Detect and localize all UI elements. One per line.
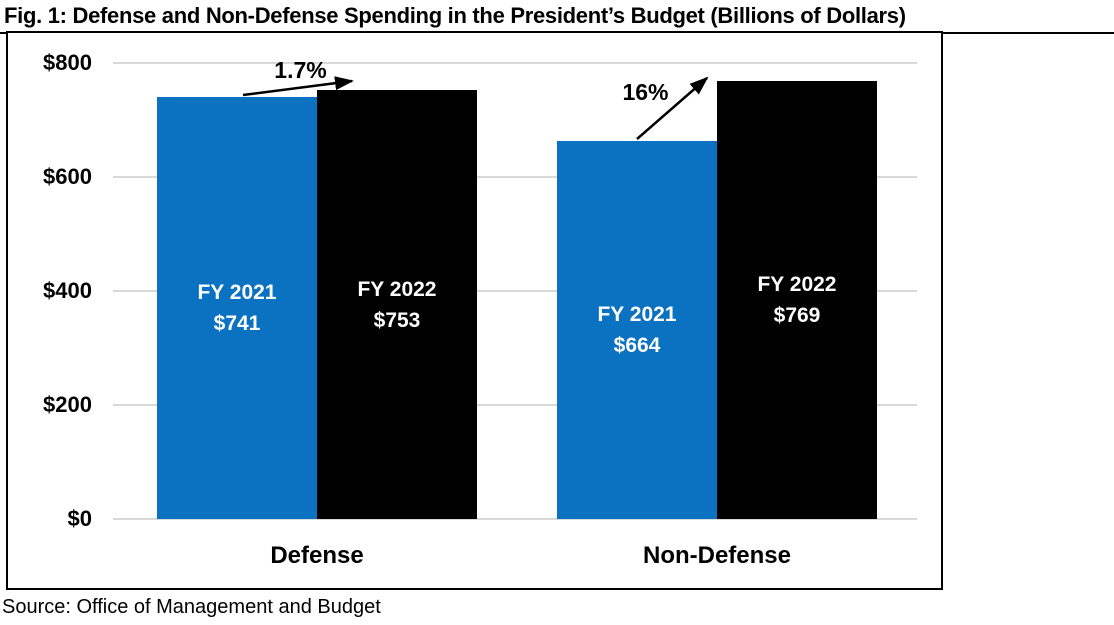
- bar-series-label: FY 2021: [197, 281, 277, 304]
- source-note: Source: Office of Management and Budget: [2, 596, 381, 618]
- bar-value-label: $664: [613, 334, 661, 357]
- y-tick-label-0: $0: [67, 506, 92, 531]
- bar-defense-fy-2021: FY 2021 $741: [157, 97, 317, 519]
- bar-series-label: FY 2021: [597, 303, 677, 326]
- figure-title: Fig. 1: Defense and Non-Defense Spending…: [4, 3, 906, 28]
- gridline-800: [113, 62, 917, 64]
- bar-series-label: FY 2022: [357, 277, 437, 301]
- growth-label-defense: 1.7%: [274, 57, 327, 83]
- category-label-defense: Defense: [270, 542, 364, 569]
- bar-defense-fy-2022: FY 2022 $753: [317, 90, 477, 519]
- bar-value-label: $753: [373, 308, 421, 332]
- y-tick-label-400: $400: [43, 278, 92, 303]
- bar-non-defense-fy-2022: FY 2022 $769: [717, 81, 877, 519]
- gridline-400: [113, 290, 917, 292]
- bar-series-label: FY 2022: [757, 273, 837, 296]
- figure-title-underline: Fig. 1: Defense and Non-Defense Spending…: [0, 0, 1114, 34]
- bar-value-label: $769: [773, 304, 821, 327]
- category-label-non-defense: Non-Defense: [642, 542, 792, 569]
- bar-non-defense-fy-2021: FY 2021 $664: [557, 141, 717, 519]
- gridline-200: [113, 404, 917, 406]
- gridline-600: [113, 176, 917, 178]
- y-tick-label-600: $600: [43, 164, 92, 189]
- bar-value-label: $741: [213, 312, 261, 335]
- gridline-0: [113, 518, 917, 520]
- y-tick-label-800: $800: [43, 50, 92, 75]
- growth-label-nondefense: 16%: [622, 79, 669, 105]
- y-tick-label-200: $200: [43, 392, 92, 417]
